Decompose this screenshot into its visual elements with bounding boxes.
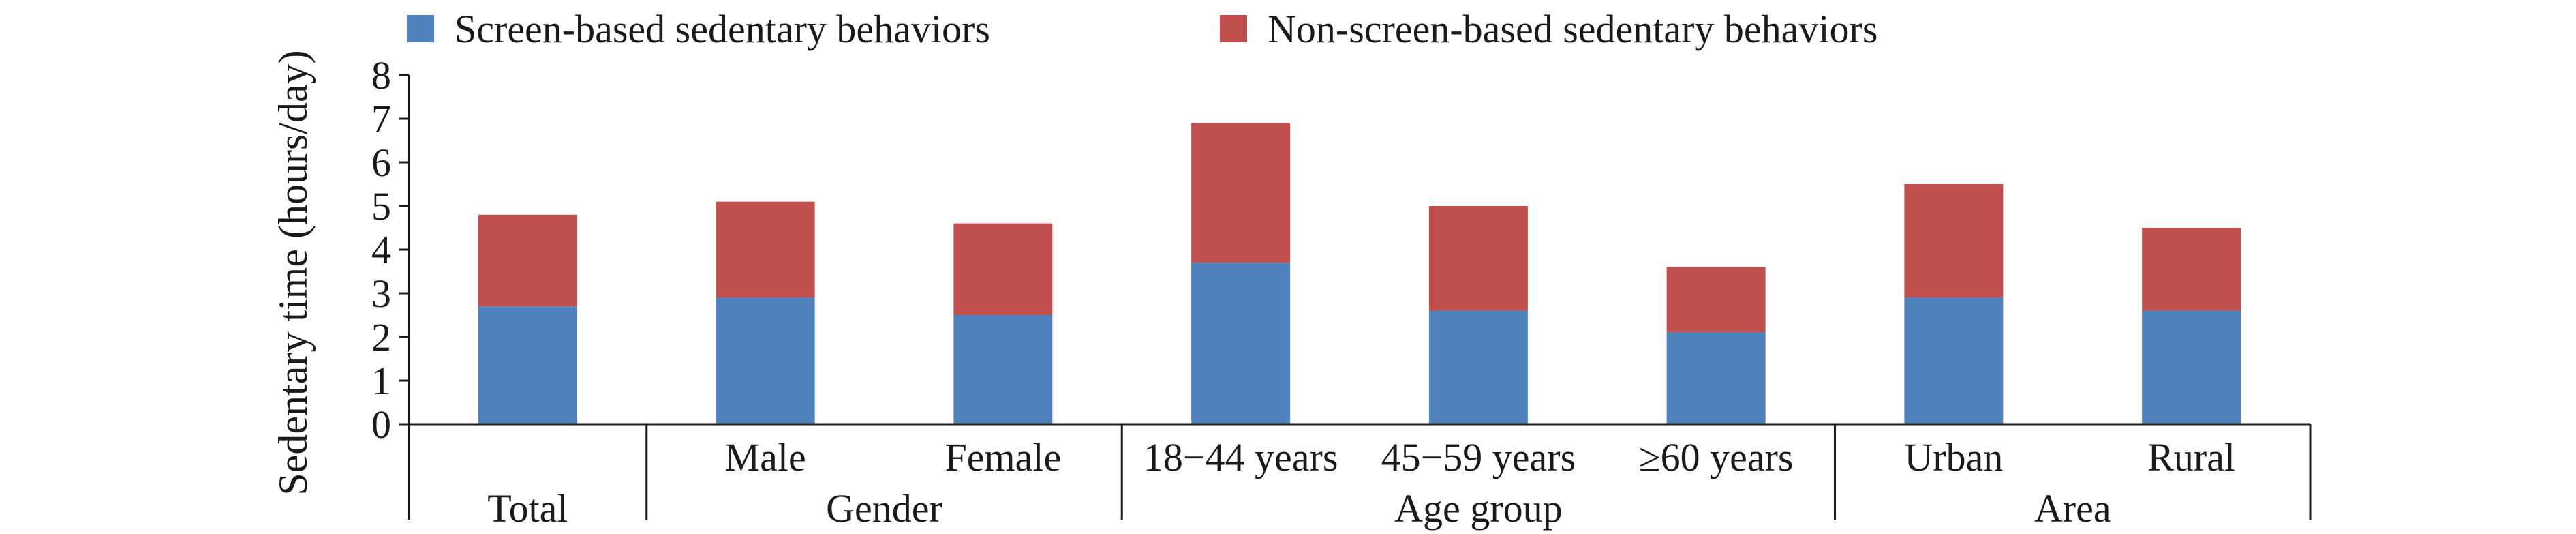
y-tick-label: 6 xyxy=(371,140,391,185)
y-tick-label: 7 xyxy=(371,97,391,141)
y-tick-label: 8 xyxy=(371,53,391,98)
category-label: ≥60 years xyxy=(1639,435,1794,479)
legend-label: Screen-based sedentary behaviors xyxy=(455,7,990,51)
bar-non-screen-based xyxy=(1904,184,2004,298)
y-axis-label: Sedentary time (hours/day) xyxy=(271,50,316,495)
category-label: 18−44 years xyxy=(1144,435,1338,479)
bar-non-screen-based xyxy=(1191,123,1291,263)
bar-non-screen-based xyxy=(2142,228,2241,311)
y-tick-label: 0 xyxy=(371,402,391,447)
bar-screen-based xyxy=(716,297,815,424)
y-tick-label: 4 xyxy=(371,228,391,272)
group-label: Age group xyxy=(1394,486,1562,531)
bar-non-screen-based xyxy=(1666,267,1766,333)
bar-screen-based xyxy=(1904,297,2004,424)
bar-non-screen-based xyxy=(953,223,1053,315)
y-tick-label: 2 xyxy=(371,315,391,359)
bars xyxy=(478,123,2241,424)
bar-screen-based xyxy=(953,315,1053,424)
bar-non-screen-based xyxy=(716,201,815,298)
y-tick-label: 5 xyxy=(371,184,391,228)
group-label: Area xyxy=(2034,486,2111,531)
x-axis: Male Female 18−44 years 45−59 years ≥60 year… xyxy=(408,423,2312,531)
bar-non-screen-based xyxy=(478,214,577,307)
category-label: Male xyxy=(725,435,806,479)
bar-screen-based xyxy=(1428,310,1528,424)
legend: Screen-based sedentary behaviors Non-scre… xyxy=(407,7,1877,51)
legend-swatch xyxy=(1220,15,1247,42)
category-label: 45−59 years xyxy=(1381,435,1576,479)
bar-screen-based xyxy=(1191,263,1291,424)
bar-non-screen-based xyxy=(1428,206,1528,311)
bar-screen-based xyxy=(478,306,577,424)
legend-swatch xyxy=(407,15,434,42)
y-tick-label: 1 xyxy=(371,359,391,403)
bar-screen-based xyxy=(1666,332,1766,424)
group-label: Total xyxy=(487,486,568,531)
category-label: Urban xyxy=(1904,435,2003,479)
category-label: Rural xyxy=(2147,435,2235,479)
legend-label: Non-screen-based sedentary behaviors xyxy=(1268,7,1877,51)
category-label: Female xyxy=(945,435,1062,479)
bar-screen-based xyxy=(2142,310,2241,424)
group-label: Gender xyxy=(826,486,942,531)
y-tick-label: 3 xyxy=(371,271,391,316)
